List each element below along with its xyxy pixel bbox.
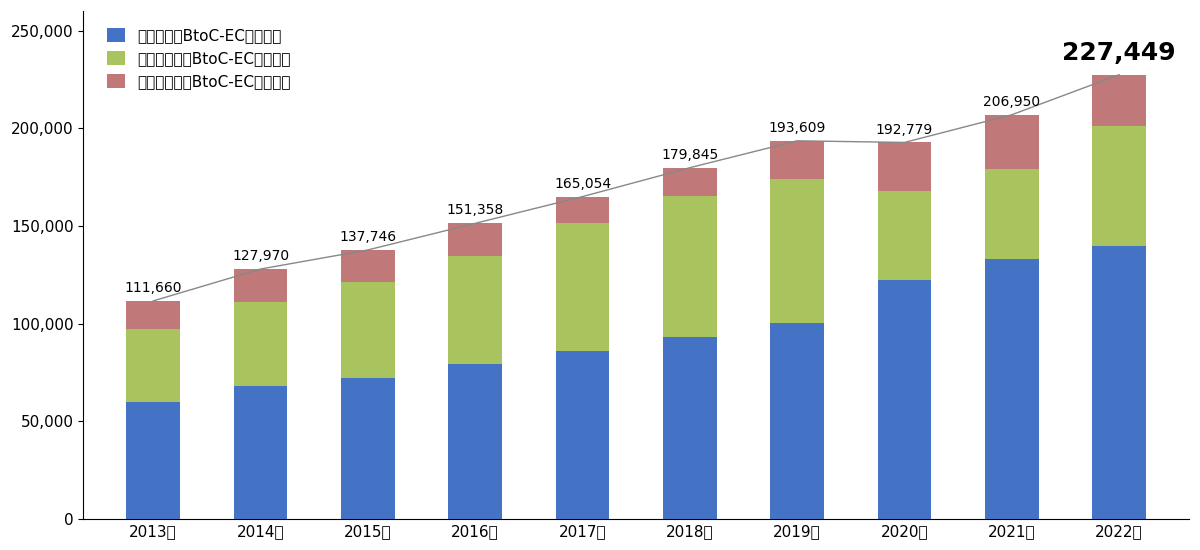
- Bar: [877, 280, 931, 519]
- Text: 193,609: 193,609: [768, 121, 826, 135]
- Bar: [234, 386, 287, 519]
- Bar: [341, 282, 395, 378]
- Text: 165,054: 165,054: [554, 177, 611, 191]
- Bar: [985, 115, 1039, 169]
- Bar: [1092, 75, 1146, 127]
- Bar: [556, 223, 610, 351]
- Bar: [126, 403, 180, 519]
- Bar: [449, 256, 502, 364]
- Bar: [877, 190, 931, 280]
- Bar: [770, 179, 824, 323]
- Bar: [985, 260, 1039, 519]
- Legend: 物販系分野BtoC-EC市場規模, サービス分野BtoC-EC市場規模, デジタル分野BtoC-EC市場規模: 物販系分野BtoC-EC市場規模, サービス分野BtoC-EC市場規模, デジタ…: [102, 24, 295, 94]
- Bar: [1092, 126, 1146, 245]
- Bar: [664, 337, 716, 519]
- Bar: [341, 378, 395, 519]
- Bar: [234, 269, 287, 302]
- Text: 151,358: 151,358: [446, 204, 504, 217]
- Text: 179,845: 179,845: [661, 148, 719, 162]
- Bar: [770, 323, 824, 519]
- Text: 127,970: 127,970: [232, 249, 289, 263]
- Text: 192,779: 192,779: [876, 123, 934, 136]
- Bar: [449, 223, 502, 256]
- Bar: [985, 169, 1039, 260]
- Bar: [341, 250, 395, 282]
- Bar: [556, 351, 610, 519]
- Text: 227,449: 227,449: [1062, 41, 1176, 65]
- Bar: [234, 302, 287, 386]
- Bar: [449, 364, 502, 519]
- Bar: [1092, 245, 1146, 519]
- Bar: [126, 329, 180, 403]
- Bar: [770, 141, 824, 179]
- Bar: [664, 168, 716, 196]
- Text: 111,660: 111,660: [125, 281, 182, 295]
- Bar: [877, 142, 931, 190]
- Bar: [664, 196, 716, 337]
- Bar: [556, 196, 610, 223]
- Text: 206,950: 206,950: [983, 95, 1040, 109]
- Bar: [126, 301, 180, 329]
- Text: 137,746: 137,746: [340, 230, 396, 244]
